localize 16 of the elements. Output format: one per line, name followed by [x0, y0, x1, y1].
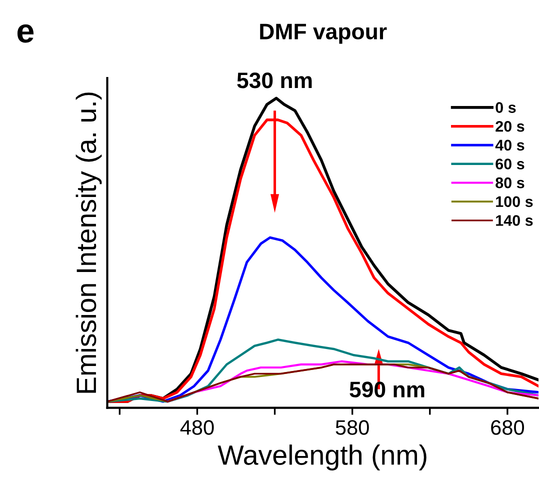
legend-label: 40 s: [495, 140, 524, 151]
x-tick-label: 580: [336, 420, 369, 435]
x-tick-label: 480: [180, 420, 214, 435]
annotation: 530 nm: [237, 72, 312, 88]
legend-label: 0 s: [496, 102, 516, 113]
legend-label: 20 s: [496, 120, 524, 132]
x-tick-label: 680: [491, 420, 524, 435]
legend-label: 60 s: [496, 158, 524, 170]
legend-label: 100 s: [496, 196, 533, 208]
legend-label: 140 s: [496, 215, 533, 226]
y-axis-title: Emission Intensity (a. u.): [76, 92, 102, 393]
annotation: 590 nm: [350, 382, 424, 398]
text: e: [17, 24, 34, 43]
x-axis-title: Wavelength (nm): [218, 444, 426, 470]
chart-title: DMF vapour: [260, 24, 387, 44]
legend-label: 80 s: [496, 177, 524, 188]
